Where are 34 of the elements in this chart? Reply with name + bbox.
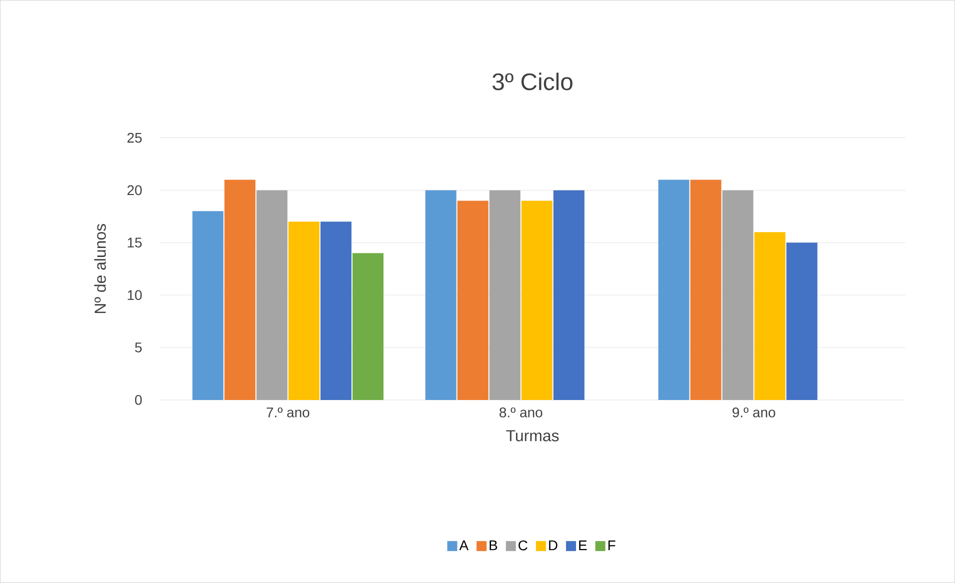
bar	[320, 222, 352, 400]
legend-label: A	[459, 540, 469, 550]
bar	[658, 180, 690, 400]
x-axis-title: Turmas	[506, 430, 559, 442]
bar	[754, 232, 786, 400]
legend-label: C	[518, 540, 528, 550]
x-tick-label: 7.º ano	[266, 408, 310, 418]
bar	[352, 253, 384, 400]
y-tick-label: 5	[135, 342, 142, 352]
x-tick-label: 8.º ano	[500, 408, 542, 418]
bar	[489, 190, 520, 400]
y-tick-label: 10	[128, 290, 142, 300]
y-axis-title: Nº de alunos	[94, 224, 106, 314]
chart-title: 3º Ciclo	[492, 72, 572, 90]
bar	[521, 200, 552, 400]
y-tick-label: 15	[128, 238, 142, 248]
legend-label: D	[549, 540, 558, 550]
bar	[425, 190, 456, 400]
legend-label: F	[608, 540, 616, 550]
bar	[690, 180, 722, 400]
x-tick-label: 9.º ano	[732, 408, 776, 418]
bar	[786, 242, 818, 400]
bar	[457, 200, 488, 400]
y-tick-label: 25	[127, 132, 142, 143]
bar	[192, 211, 224, 400]
bar	[256, 190, 288, 400]
bar	[553, 190, 584, 400]
legend-label: E	[579, 540, 587, 550]
y-tick-label: 20	[127, 185, 142, 196]
y-tick-label: 0	[135, 395, 142, 406]
bar	[722, 190, 754, 400]
legend-label: B	[490, 540, 498, 550]
bar	[288, 222, 320, 400]
bar	[224, 180, 256, 400]
